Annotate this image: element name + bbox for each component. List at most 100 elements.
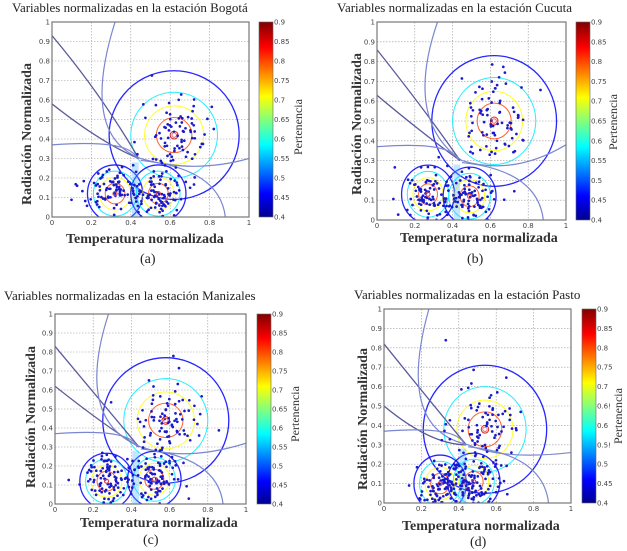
data-point [109,501,113,504]
data-point [441,494,445,498]
data-point [100,487,104,490]
data-point [438,469,442,473]
data-point [175,429,179,433]
colorbar [575,21,591,221]
data-point [419,209,423,212]
data-point [478,148,482,152]
x-axis-label: Temperatura normalizada [402,519,560,534]
data-point [476,440,479,443]
data-point [112,488,116,492]
data-point [443,200,447,204]
data-point [169,125,173,129]
data-point [481,415,485,419]
colorbar-tick-label: 0.75 [274,77,290,85]
data-point [98,489,101,492]
data-point [467,488,471,492]
data-point [164,183,168,187]
y-tick-label: 0.8 [39,58,50,66]
plot-c: 0 0.2 0.4 0.6 0.8 1 0 0.1 0.2 0.3 0.4 0.5 0.6 0.7 0.8 0… [42,311,288,515]
data-point [147,208,150,212]
data-point [145,457,148,461]
colorbar [258,21,274,218]
data-point [176,478,180,481]
data-point [437,476,441,480]
data-point [141,446,145,449]
data-point [429,198,433,202]
data-point [158,210,161,214]
figure-caption: (b) [467,252,484,267]
data-point [188,186,192,190]
data-point [445,493,448,497]
data-point [428,186,432,190]
data-point [485,424,488,428]
y-tick-label: 0 [378,500,382,508]
data-point [160,412,164,416]
data-point [425,202,429,205]
data-point [131,163,135,167]
data-point [166,202,170,205]
data-point [450,205,454,209]
data-point [408,181,412,185]
y-tick-label: 0.2 [42,463,53,471]
data-point [131,191,135,195]
data-point [470,473,474,477]
colorbar-tick-label: 0.5 [274,175,285,183]
data-point [438,496,442,500]
data-point [477,185,480,189]
x-axis-label: Temperatura normalizada [400,231,558,246]
data-point [144,116,147,120]
colorbar-tick-label: 0.6! [597,403,611,411]
data-point [392,197,395,201]
data-point [472,368,475,372]
data-point [438,482,442,486]
data-point [446,470,450,474]
data-point [512,150,515,154]
data-point [449,497,453,500]
data-point [175,208,179,212]
data-point [112,206,116,210]
data-point [162,462,166,465]
y-tick-label: 0 [371,217,375,225]
data-point [149,431,153,435]
data-point [476,405,480,409]
data-point [157,175,161,178]
data-point [500,121,504,125]
data-point [149,477,152,481]
data-point [114,455,117,458]
data-point [445,213,449,217]
data-point [153,472,157,476]
y-tick-label: 0.8 [371,344,382,352]
data-point [466,202,470,206]
data-point [154,202,158,205]
data-point [147,379,151,382]
data-point [117,185,121,189]
data-point [67,478,71,482]
data-point [473,474,476,478]
data-point [156,442,159,446]
data-point [445,204,448,208]
data-point [137,183,141,186]
data-point [507,144,511,148]
data-point [510,451,513,454]
data-point [508,413,512,417]
data-point [408,213,412,217]
data-point [487,500,491,503]
data-point [165,144,169,148]
data-point [509,126,513,130]
data-point [411,203,414,207]
data-point [486,413,490,417]
data-point [159,178,162,182]
data-point [191,109,194,113]
data-point [483,443,487,447]
data-point [461,216,464,220]
data-point [122,486,126,490]
data-point [178,432,181,436]
data-point [490,189,494,193]
data-point [484,491,487,494]
data-point [144,462,147,465]
data-point [447,466,451,469]
data-point [488,497,492,501]
chart-title: Variables normalizadas en la estación Cu… [337,0,572,15]
data-point [172,354,175,358]
data-point [94,469,98,473]
